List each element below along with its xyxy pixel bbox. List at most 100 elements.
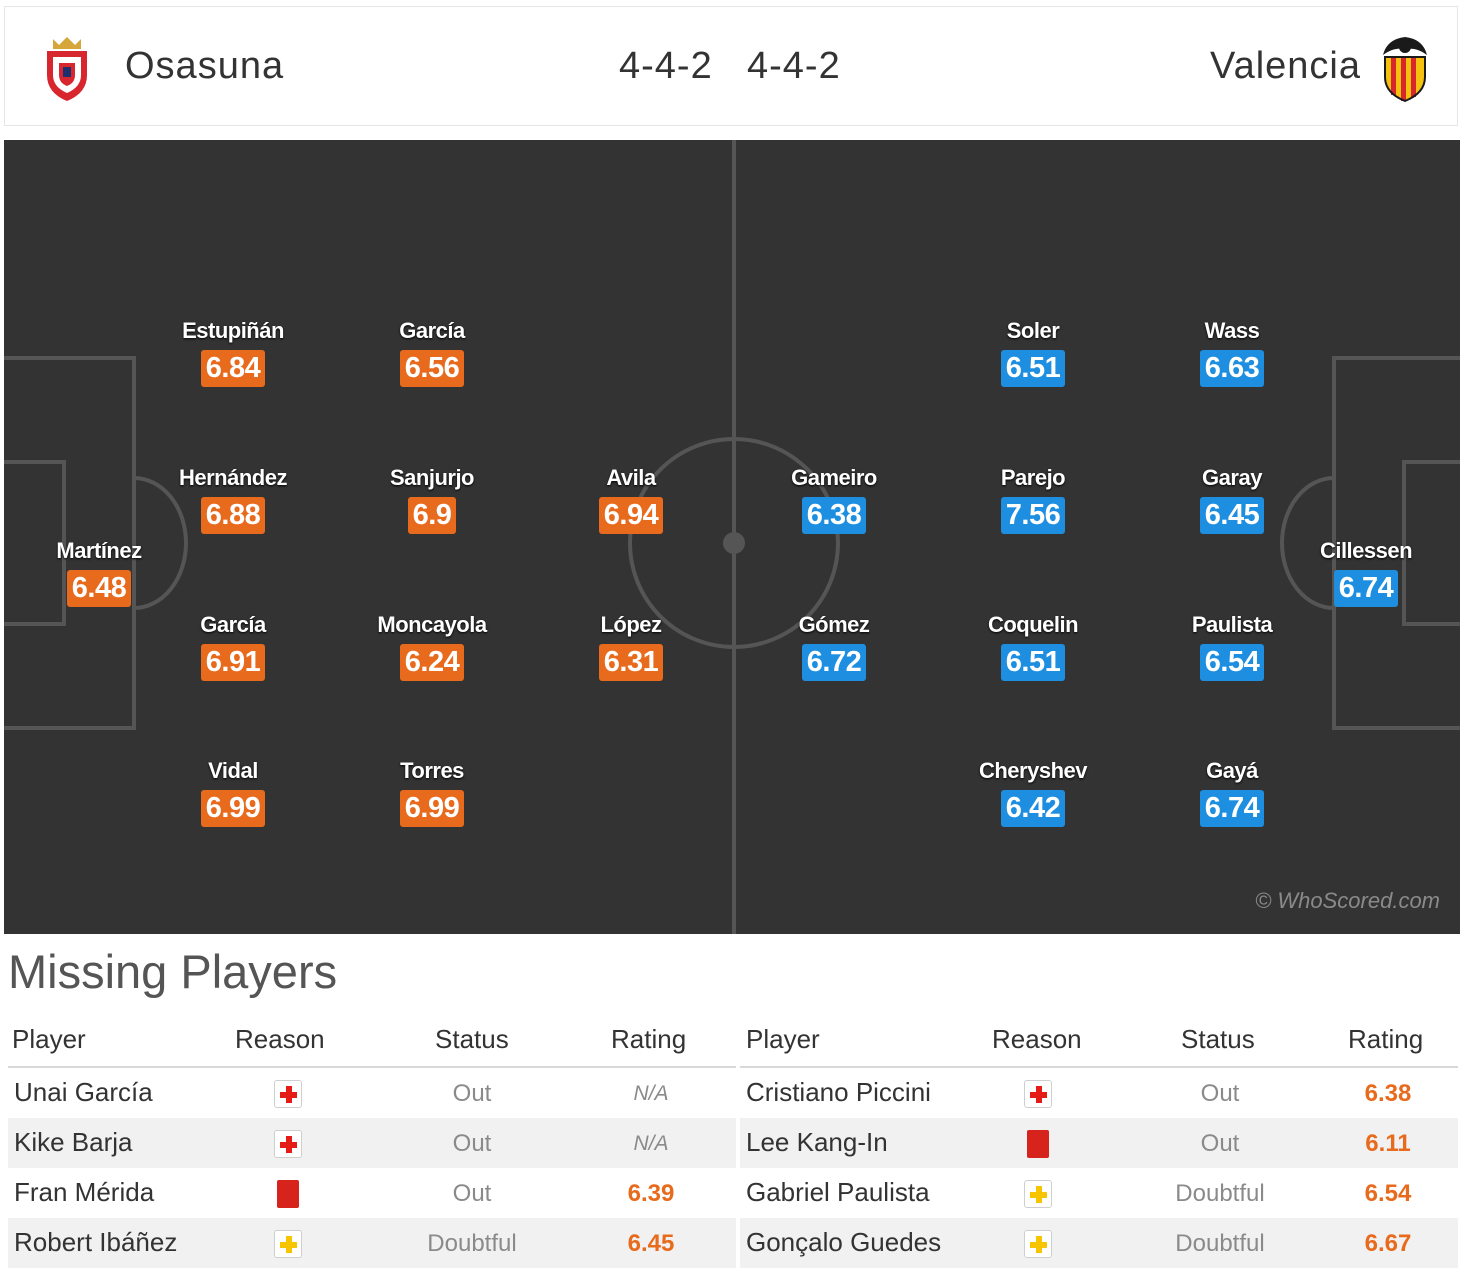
- away-player[interactable]: Coquelin 6.51: [948, 612, 1118, 681]
- player-name: Wass: [1204, 318, 1260, 343]
- table-row[interactable]: Unai García Out N/A: [8, 1068, 736, 1118]
- col-player[interactable]: Player: [12, 1024, 86, 1054]
- missing-player-name[interactable]: Kike Barja: [14, 1127, 133, 1157]
- player-name: García: [399, 318, 465, 343]
- doubtful-icon: [1024, 1180, 1052, 1208]
- status-text: Out: [1200, 1080, 1240, 1107]
- rating-value: 6.54: [1364, 1180, 1412, 1207]
- player-name: Parejo: [1000, 465, 1066, 490]
- missing-player-name[interactable]: Gonçalo Guedes: [746, 1227, 942, 1257]
- status-text: Doubtful: [1175, 1230, 1265, 1257]
- table-row[interactable]: Kike Barja Out N/A: [8, 1118, 736, 1168]
- home-player[interactable]: Sanjurjo 6.9: [347, 465, 517, 534]
- away-player[interactable]: Gameiro 6.38: [749, 465, 919, 534]
- player-rating-badge: 6.74: [1333, 570, 1399, 607]
- player-rating-badge: 6.31: [598, 644, 664, 681]
- player-rating-badge: 6.99: [200, 790, 266, 827]
- player-rating-badge: 6.9: [407, 497, 457, 534]
- player-rating-badge: 6.84: [200, 350, 266, 387]
- match-header: Osasuna 4-4-2 4-4-2 Valencia: [4, 6, 1458, 126]
- col-reason[interactable]: Reason: [235, 1024, 325, 1054]
- player-name: Gayá: [1206, 758, 1258, 783]
- home-missing-table: Player Reason Status Rating Unai García O…: [8, 1018, 736, 1268]
- away-team-name[interactable]: Valencia: [1210, 45, 1361, 87]
- away-player[interactable]: Paulista 6.54: [1147, 612, 1317, 681]
- home-player[interactable]: García 6.91: [148, 612, 318, 681]
- player-rating-badge: 6.72: [801, 644, 867, 681]
- home-team-name[interactable]: Osasuna: [125, 45, 285, 87]
- watermark: © WhoScored.com: [1255, 888, 1440, 913]
- rating-value: 6.67: [1364, 1230, 1412, 1257]
- col-rating[interactable]: Rating: [1348, 1024, 1424, 1054]
- missing-player-name[interactable]: Lee Kang-In: [746, 1127, 888, 1157]
- player-name: Hernández: [179, 465, 287, 490]
- missing-player-name[interactable]: Cristiano Piccini: [746, 1077, 931, 1107]
- player-name: Vidal: [208, 758, 258, 783]
- player-rating-badge: 6.91: [200, 644, 266, 681]
- player-name: Cheryshev: [978, 758, 1088, 783]
- table-row[interactable]: Fran Mérida Out 6.39: [8, 1168, 736, 1218]
- player-rating-badge: 6.56: [399, 350, 465, 387]
- player-name: Soler: [1006, 318, 1060, 343]
- table-row[interactable]: Gabriel Paulista Doubtful 6.54: [740, 1168, 1458, 1218]
- doubtful-icon: [274, 1230, 302, 1258]
- table-row[interactable]: Robert Ibáñez Doubtful 6.45: [8, 1218, 736, 1268]
- player-rating-badge: 6.94: [598, 497, 664, 534]
- player-name: Paulista: [1191, 612, 1273, 637]
- away-player[interactable]: Cillessen 6.74: [1281, 538, 1451, 607]
- osasuna-crest-icon[interactable]: [39, 33, 95, 103]
- away-missing-table: Player Reason Status Rating Cristiano Pi…: [740, 1018, 1458, 1268]
- player-rating-badge: 6.42: [1000, 790, 1066, 827]
- col-reason[interactable]: Reason: [992, 1024, 1082, 1054]
- formation-pitch: Martínez 6.48 Estupiñán 6.84 Hernández 6.88 Ga…: [4, 140, 1460, 934]
- missing-player-name[interactable]: Gabriel Paulista: [746, 1177, 930, 1207]
- pitch-markings: [4, 140, 1460, 934]
- missing-player-name[interactable]: Robert Ibáñez: [14, 1227, 178, 1257]
- col-status[interactable]: Status: [435, 1024, 509, 1054]
- player-name: Cillessen: [1319, 538, 1413, 563]
- home-player[interactable]: García 6.56: [347, 318, 517, 387]
- player-rating-badge: 6.51: [1000, 644, 1066, 681]
- player-name: Coquelin: [987, 612, 1079, 637]
- col-rating[interactable]: Rating: [611, 1024, 687, 1054]
- status-text: Out: [452, 1080, 492, 1107]
- player-name: Gómez: [798, 612, 870, 637]
- missing-player-name[interactable]: Unai García: [14, 1077, 153, 1107]
- status-text: Out: [452, 1180, 492, 1207]
- table-row[interactable]: Cristiano Piccini Out 6.38: [740, 1068, 1458, 1118]
- player-name: Torres: [400, 758, 464, 783]
- player-rating-badge: 6.38: [801, 497, 867, 534]
- home-player[interactable]: López 6.31: [546, 612, 716, 681]
- player-name: Sanjurjo: [389, 465, 475, 490]
- table-row[interactable]: Gonçalo Guedes Doubtful 6.67: [740, 1218, 1458, 1268]
- player-rating-badge: 6.45: [1199, 497, 1265, 534]
- missing-player-name[interactable]: Fran Mérida: [14, 1177, 155, 1207]
- col-status[interactable]: Status: [1181, 1024, 1255, 1054]
- home-player[interactable]: Vidal 6.99: [148, 758, 318, 827]
- away-player[interactable]: Garay 6.45: [1147, 465, 1317, 534]
- home-player[interactable]: Hernández 6.88: [148, 465, 318, 534]
- valencia-crest-icon[interactable]: [1377, 33, 1433, 103]
- away-player[interactable]: Parejo 7.56: [948, 465, 1118, 534]
- away-player[interactable]: Soler 6.51: [948, 318, 1118, 387]
- away-formation: 4-4-2: [747, 45, 841, 87]
- home-player[interactable]: Torres 6.99: [347, 758, 517, 827]
- home-player[interactable]: Martínez 6.48: [14, 538, 184, 607]
- home-player[interactable]: Avila 6.94: [546, 465, 716, 534]
- away-player[interactable]: Wass 6.63: [1147, 318, 1317, 387]
- player-name: Estupiñán: [182, 318, 284, 343]
- player-name: López: [600, 612, 662, 637]
- status-text: Out: [452, 1130, 492, 1157]
- home-formation: 4-4-2: [619, 45, 713, 87]
- away-player[interactable]: Gayá 6.74: [1147, 758, 1317, 827]
- player-rating-badge: 6.48: [66, 570, 132, 607]
- home-player[interactable]: Moncayola 6.24: [347, 612, 517, 681]
- red-card-icon: [1027, 1130, 1049, 1158]
- col-player[interactable]: Player: [746, 1024, 820, 1054]
- away-player[interactable]: Cheryshev 6.42: [948, 758, 1118, 827]
- injury-icon: [274, 1130, 302, 1158]
- table-row[interactable]: Lee Kang-In Out 6.11: [740, 1118, 1458, 1168]
- away-player[interactable]: Gómez 6.72: [749, 612, 919, 681]
- player-rating-badge: 7.56: [1000, 497, 1066, 534]
- home-player[interactable]: Estupiñán 6.84: [148, 318, 318, 387]
